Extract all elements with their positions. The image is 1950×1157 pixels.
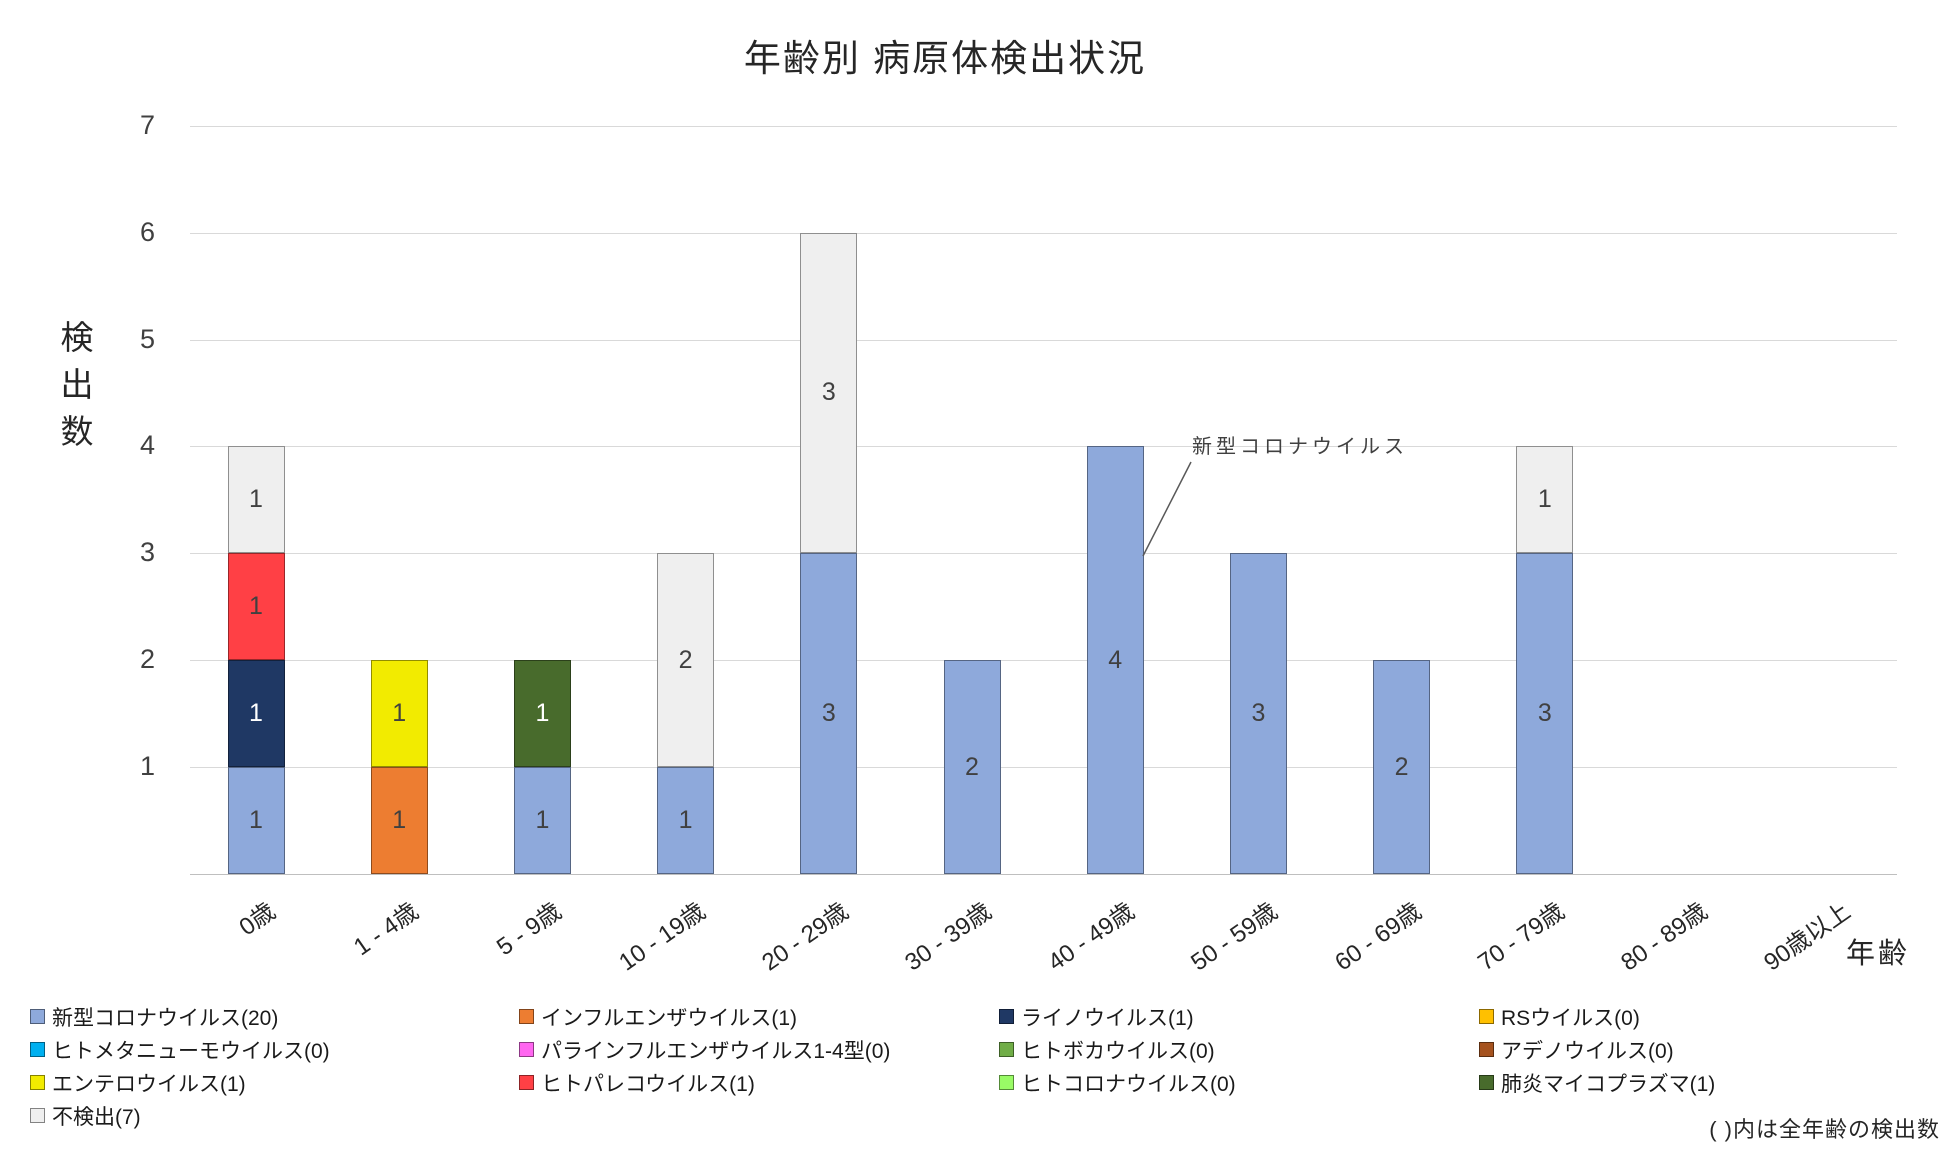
bar-segment: 3 <box>800 553 858 874</box>
y-tick-label: 4 <box>139 430 155 461</box>
segment-value-label: 1 <box>392 806 407 835</box>
gridline <box>190 660 1897 662</box>
chart-title: 年齢別 病原体検出状況 <box>743 38 1147 79</box>
x-axis-title: 年齢 <box>1846 938 1911 970</box>
bar-segment: 1 <box>370 660 428 768</box>
legend-color-swatch <box>1479 1042 1494 1057</box>
legend-color-swatch <box>30 1108 45 1123</box>
legend-item-label: アデノウイルス(0) <box>1501 1039 1674 1063</box>
legend-item-label: インフルエンザウイルス(1) <box>541 1006 798 1030</box>
y-tick-label: 7 <box>139 109 155 140</box>
legend-color-swatch <box>30 1042 45 1057</box>
legend-item-label: 肺炎マイコプラズマ(1) <box>1501 1072 1716 1096</box>
legend-item: アデノウイルス(0) <box>1479 1033 1920 1066</box>
gridline <box>190 125 1897 127</box>
legend-item-label: ライノウイルス(1) <box>1021 1006 1194 1030</box>
legend-item-label: 不検出(7) <box>52 1105 141 1129</box>
legend-color-swatch <box>519 1009 534 1024</box>
legend-color-swatch <box>1479 1009 1494 1024</box>
annotation-label: 新型コロナウイルス <box>1192 436 1408 458</box>
bar-segment: 2 <box>657 553 715 768</box>
legend-color-swatch <box>519 1042 534 1057</box>
legend-item: ヒトコロナウイルス(0) <box>999 1066 1479 1099</box>
legend-item-label: 新型コロナウイルス(20) <box>52 1006 279 1030</box>
legend-item-label: エンテロウイルス(1) <box>52 1072 246 1096</box>
gridline <box>190 339 1897 341</box>
y-axis-title: 検出数 <box>56 320 93 461</box>
segment-value-label: 3 <box>821 699 836 728</box>
segment-value-label: 3 <box>821 378 836 407</box>
bar-segment: 4 <box>1086 446 1144 874</box>
bar-segment: 1 <box>227 553 285 661</box>
segment-value-label: 3 <box>1251 699 1266 728</box>
y-tick-label: 3 <box>139 537 155 568</box>
legend-item-label: ヒトパレコウイルス(1) <box>541 1072 755 1096</box>
bar-segment: 3 <box>1229 553 1287 874</box>
segment-value-label: 4 <box>1108 645 1123 674</box>
legend-footnote: ( )内は全年齢の検出数 <box>1709 1117 1940 1142</box>
legend-item-label: ヒトコロナウイルス(0) <box>1021 1072 1236 1096</box>
segment-value-label: 2 <box>965 752 979 781</box>
segment-value-label: 1 <box>535 806 550 835</box>
segment-value-label: 1 <box>678 806 693 835</box>
legend-item: パラインフルエンザウイルス1-4型(0) <box>519 1033 999 1066</box>
segment-value-label: 1 <box>249 485 263 514</box>
legend-item: 不検出(7) <box>30 1099 519 1132</box>
bar-segment: 1 <box>370 767 428 874</box>
legend-color-swatch <box>999 1075 1014 1090</box>
segment-value-label: 1 <box>249 699 263 728</box>
legend-item-label: RSウイルス(0) <box>1501 1006 1640 1030</box>
legend-item: ヒトメタニューモウイルス(0) <box>30 1033 519 1066</box>
segment-value-label: 1 <box>249 806 263 835</box>
legend-color-swatch <box>30 1009 45 1024</box>
legend-item-label: ヒトメタニューモウイルス(0) <box>52 1039 330 1063</box>
segment-value-label: 1 <box>249 592 263 621</box>
y-tick-label: 2 <box>139 644 155 675</box>
legend-color-swatch <box>519 1075 534 1090</box>
legend-item: RSウイルス(0) <box>1479 1000 1920 1033</box>
legend-item: ライノウイルス(1) <box>999 1000 1479 1033</box>
bar-segment: 1 <box>227 660 285 768</box>
bar-segment: 3 <box>1516 553 1574 874</box>
legend-item: ヒトボカウイルス(0) <box>999 1033 1479 1066</box>
legend-item-label: ヒトボカウイルス(0) <box>1021 1039 1215 1063</box>
legend-item: 新型コロナウイルス(20) <box>30 1000 519 1033</box>
legend-color-swatch <box>30 1075 45 1090</box>
bar-segment: 2 <box>1373 660 1431 874</box>
gridline <box>190 767 1897 769</box>
gridline <box>190 446 1897 448</box>
segment-value-label: 1 <box>1537 485 1552 514</box>
segment-value-label: 1 <box>535 699 550 728</box>
bar-segment: 1 <box>513 660 571 768</box>
legend-item: ヒトパレコウイルス(1) <box>519 1066 999 1099</box>
segment-value-label: 1 <box>392 699 407 728</box>
y-tick-label: 6 <box>139 216 155 247</box>
bar-segment: 1 <box>1516 446 1574 554</box>
gridline <box>190 232 1897 234</box>
legend-color-swatch <box>999 1042 1014 1057</box>
bar-segment: 1 <box>227 446 285 554</box>
bar-segment: 1 <box>227 767 285 874</box>
legend: 新型コロナウイルス(20) インフルエンザウイルス(1) ライノウイルス(1) RSウ… <box>30 1000 1920 1132</box>
legend-item-label: パラインフルエンザウイルス1-4型(0) <box>541 1039 891 1063</box>
legend-item: エンテロウイルス(1) <box>30 1066 519 1099</box>
legend-item: インフルエンザウイルス(1) <box>519 1000 999 1033</box>
bar-segment: 1 <box>513 767 571 874</box>
x-axis-line <box>190 874 1897 875</box>
bar-segment: 1 <box>657 767 715 874</box>
gridline <box>190 553 1897 555</box>
bar-segment: 3 <box>800 232 858 554</box>
segment-value-label: 2 <box>1394 752 1409 781</box>
y-tick-label: 5 <box>139 323 155 354</box>
legend-item: 肺炎マイコプラズマ(1) <box>1479 1066 1920 1099</box>
legend-color-swatch <box>999 1009 1014 1024</box>
bar-segment: 2 <box>943 660 1001 874</box>
segment-value-label: 2 <box>678 645 693 674</box>
y-tick-label: 1 <box>139 751 155 782</box>
segment-value-label: 3 <box>1537 699 1552 728</box>
legend-color-swatch <box>1479 1075 1494 1090</box>
